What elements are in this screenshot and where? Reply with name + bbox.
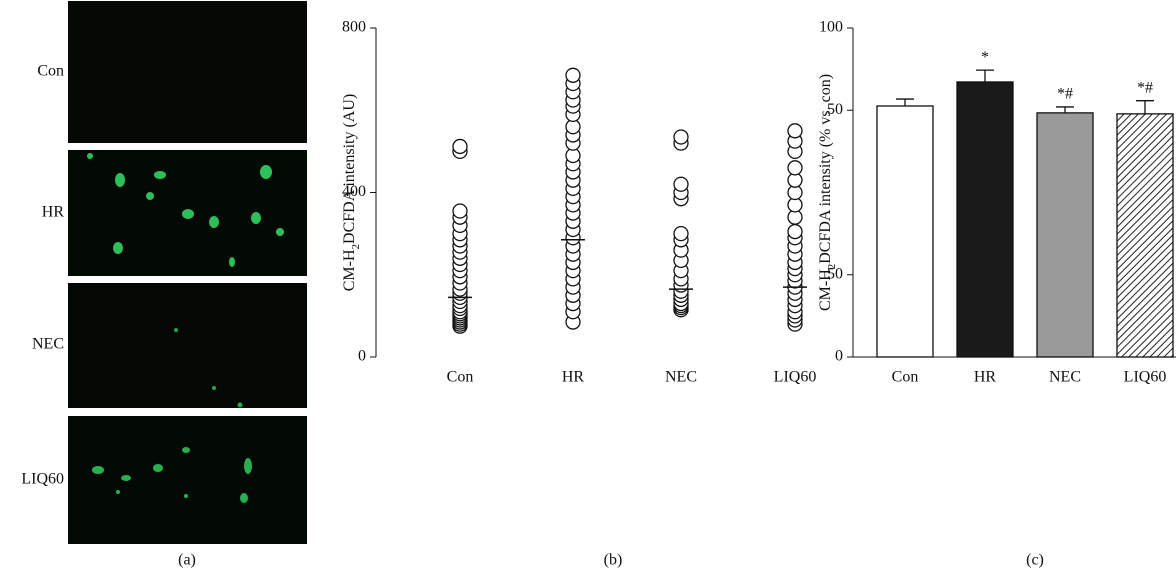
y-tick-label: 800 <box>342 19 366 36</box>
image-label: HR <box>42 204 65 221</box>
data-point <box>673 225 689 242</box>
x-tick-label: LIQ60 <box>1124 369 1167 386</box>
y-tick-label: 50 <box>827 101 843 118</box>
bar <box>1036 112 1094 358</box>
y-axis-label-part: DCFDA intensity (AU) <box>341 94 358 244</box>
image-nec <box>68 283 307 408</box>
y-axis-label-part: DCFDA intensity (% vs. con) <box>817 74 834 264</box>
x-tick-label: HR <box>974 369 997 386</box>
data-point <box>673 129 689 145</box>
panel-caption: (b) <box>604 552 623 569</box>
image-con <box>68 1 307 143</box>
annotation: * <box>981 49 989 66</box>
y-axis-label: CM-H2DCFDA intensity (AU) <box>341 94 362 292</box>
cells-nec <box>174 328 243 408</box>
data-point <box>452 203 468 219</box>
y-axis-label-part: CM-H <box>817 269 834 311</box>
data-point <box>565 67 581 83</box>
cells-hr <box>87 153 284 267</box>
y-axis-label-part: CM-H <box>341 249 358 291</box>
y-tick-label: 0 <box>358 348 366 365</box>
image-liq60 <box>68 416 307 544</box>
x-tick-label: HR <box>562 369 585 386</box>
bar <box>956 81 1014 358</box>
image-label: LIQ60 <box>21 471 64 488</box>
annotation: *# <box>1057 86 1073 103</box>
y-axis-label-part: 2 <box>826 264 838 270</box>
annotation: *# <box>1137 79 1153 96</box>
y-axis-label-part: 2 <box>350 244 362 250</box>
y-tick-label: 50 <box>827 265 843 282</box>
image-label: NEC <box>32 336 64 353</box>
y-tick-label: 400 <box>342 183 366 200</box>
image-label: Con <box>37 63 64 80</box>
x-tick-label: Con <box>447 369 474 386</box>
y-axis-label: CM-H2DCFDA intensity (% vs. con) <box>817 74 838 311</box>
bar <box>876 105 934 358</box>
y-tick-label: 0 <box>835 348 843 365</box>
data-point <box>452 138 468 155</box>
x-tick-label: NEC <box>1049 369 1081 386</box>
data-point <box>787 123 803 139</box>
y-tick-label: 100 <box>819 19 843 36</box>
x-tick-label: Con <box>892 369 919 386</box>
panel-caption: (c) <box>1026 552 1044 569</box>
data-point <box>787 160 803 176</box>
data-point <box>673 176 689 192</box>
micrographs <box>68 1 307 544</box>
panel-caption: (a) <box>178 552 196 569</box>
bar <box>1116 113 1174 358</box>
data-point <box>787 223 803 240</box>
x-tick-label: LIQ60 <box>774 369 817 386</box>
x-tick-label: NEC <box>665 369 697 386</box>
cells-liq60 <box>92 447 252 503</box>
